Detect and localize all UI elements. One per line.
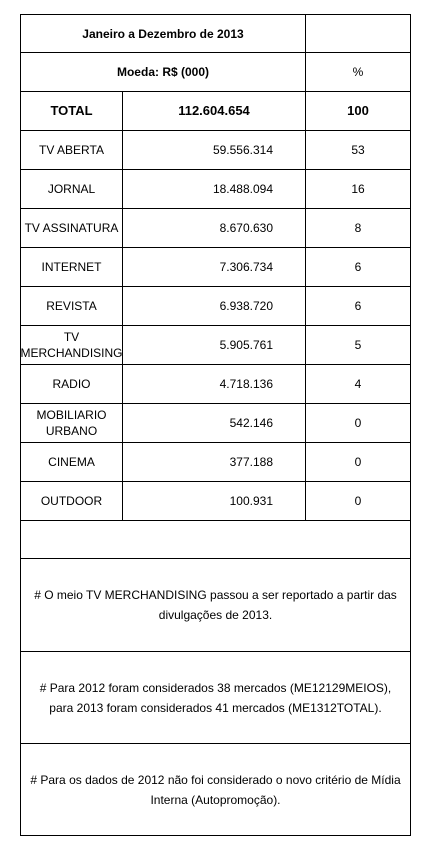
period-title: Janeiro a Dezembro de 2013	[21, 15, 306, 52]
media-percent: 53	[351, 143, 365, 157]
table-row: RADIO 4.718.136 4	[20, 365, 411, 404]
media-percent: 6	[354, 260, 362, 274]
media-value: 100.931	[123, 482, 306, 520]
table-row: INTERNET 7.306.734 6	[20, 248, 411, 287]
table-row: MOBILIARIO URBANO 542.146 0	[20, 404, 411, 443]
media-percent: 0	[354, 416, 362, 430]
media-value: 18.488.094	[123, 170, 306, 208]
media-percent: 6	[354, 299, 362, 313]
media-percent: 0	[354, 494, 362, 508]
table-row: TV ASSINATURA 8.670.630 8	[20, 209, 411, 248]
empty-cell	[21, 521, 410, 558]
media-percent: 16	[351, 182, 365, 196]
currency-header-row: Moeda: R$ (000) %	[20, 53, 411, 92]
table-row: REVISTA 6.938.720 6	[20, 287, 411, 326]
media-percent: 4	[354, 377, 362, 391]
media-value: 8.670.630	[123, 209, 306, 247]
media-label: TV ABERTA	[21, 131, 123, 169]
table-row: TV MERCHANDISING 5.905.761 5	[20, 326, 411, 365]
total-row: TOTAL 112.604.654 100	[20, 92, 411, 131]
total-label: TOTAL	[21, 92, 123, 130]
media-label: JORNAL	[21, 170, 123, 208]
note-row: # Para 2012 foram considerados 38 mercad…	[20, 652, 411, 744]
media-percent: 8	[354, 221, 362, 235]
empty-row	[20, 521, 411, 559]
media-label: CINEMA	[21, 443, 123, 481]
media-percent: 5	[354, 338, 362, 352]
total-value: 112.604.654	[123, 92, 306, 130]
table-row: OUTDOOR 100.931 0	[20, 482, 411, 521]
media-label: OUTDOOR	[21, 482, 123, 520]
table-row: CINEMA 377.188 0	[20, 443, 411, 482]
period-empty-cell	[306, 15, 410, 52]
media-value: 5.905.761	[123, 326, 306, 364]
percent-header: %	[352, 65, 364, 79]
media-label: TV MERCHANDISING	[21, 326, 123, 364]
media-label: TV ASSINATURA	[21, 209, 123, 247]
table-row: TV ABERTA 59.556.314 53	[20, 131, 411, 170]
media-value: 377.188	[123, 443, 306, 481]
media-investment-table: Janeiro a Dezembro de 2013 Moeda: R$ (00…	[20, 14, 411, 836]
media-value: 4.718.136	[123, 365, 306, 403]
media-value: 542.146	[123, 404, 306, 442]
table-row: JORNAL 18.488.094 16	[20, 170, 411, 209]
note-text: # Para 2012 foram considerados 38 mercad…	[39, 680, 392, 715]
currency-label: Moeda: R$ (000)	[21, 53, 306, 91]
note-text: # Para os dados de 2012 não foi consider…	[30, 772, 401, 807]
media-label: INTERNET	[21, 248, 123, 286]
media-value: 6.938.720	[123, 287, 306, 325]
note-text: # O meio TV MERCHANDISING passou a ser r…	[34, 588, 397, 622]
media-label: RADIO	[21, 365, 123, 403]
period-header-row: Janeiro a Dezembro de 2013	[20, 14, 411, 53]
note-row: # O meio TV MERCHANDISING passou a ser r…	[20, 559, 411, 652]
total-percent: 100	[347, 103, 369, 118]
media-value: 59.556.314	[123, 131, 306, 169]
note-row: # Para os dados de 2012 não foi consider…	[20, 744, 411, 836]
media-label: MOBILIARIO URBANO	[21, 404, 123, 442]
media-value: 7.306.734	[123, 248, 306, 286]
media-label: REVISTA	[21, 287, 123, 325]
media-percent: 0	[354, 455, 362, 469]
